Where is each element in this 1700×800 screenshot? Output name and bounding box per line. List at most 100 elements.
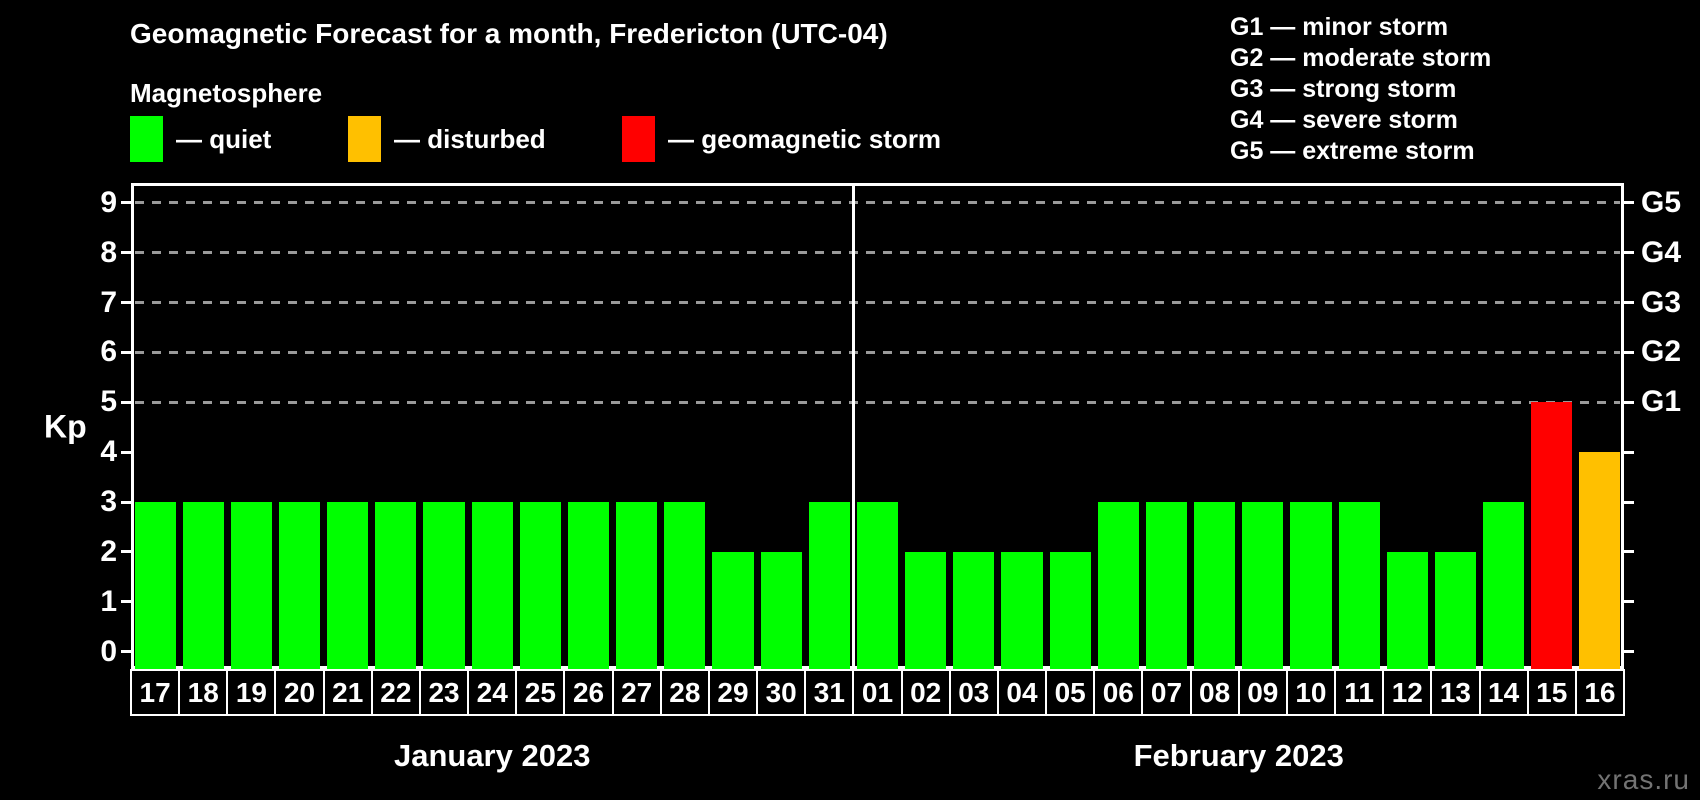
y-tick-left [121, 201, 131, 205]
bar-feb-06 [1097, 502, 1139, 669]
day-label-cell: 11 [1334, 669, 1385, 716]
y-axis-title: Kp [44, 408, 87, 445]
day-label-cell: 17 [130, 669, 181, 716]
y-tick-left [121, 450, 131, 454]
day-label-cell: 05 [1045, 669, 1096, 716]
bar-jan-22 [375, 502, 417, 669]
gridline-g2 [135, 350, 1620, 354]
day-label-cell: 06 [1093, 669, 1144, 716]
day-label-cell: 31 [804, 669, 855, 716]
day-label-cell: 10 [1285, 669, 1337, 716]
y-tick-label: 0 [100, 634, 117, 668]
storm-scale-legend: G1 — minor storm G2 — moderate storm G3 — … [1230, 12, 1491, 167]
right-axis-label-g2: G2 [1641, 335, 1682, 369]
y-tick-label: 6 [100, 335, 117, 369]
day-label-cell: 15 [1526, 669, 1577, 716]
y-tick-label: 5 [100, 385, 117, 419]
bar-jan-19 [230, 502, 272, 669]
day-label-cell: 04 [996, 669, 1048, 716]
storm-scale-line: G2 — moderate storm [1230, 44, 1492, 72]
legend-item-label: — quiet [176, 123, 272, 154]
month-label: January 2023 [393, 738, 591, 773]
bar-jan-25 [519, 502, 561, 669]
storm-color-swatch [622, 116, 655, 162]
bar-feb-03 [953, 551, 995, 669]
bar-jan-26 [567, 502, 610, 669]
bar-feb-09 [1242, 502, 1284, 669]
day-label-cell: 28 [659, 669, 710, 716]
bar-feb-10 [1290, 502, 1332, 669]
gridline-g1 [135, 400, 1620, 404]
bar-jan-24 [471, 502, 513, 669]
y-tick-left [121, 650, 131, 654]
bar-jan-29 [712, 551, 754, 669]
day-label-cell: 26 [563, 669, 614, 716]
y-tick-right [1624, 500, 1634, 504]
storm-scale-line: G1 — minor storm [1230, 13, 1449, 41]
legend-item-disturbed: — disturbed [348, 116, 546, 162]
y-tick-right [1624, 350, 1634, 354]
bar-jan-17 [134, 502, 176, 669]
y-tick-label: 1 [100, 584, 117, 618]
day-label-cell: 21 [322, 669, 373, 716]
y-tick-right [1624, 450, 1634, 454]
y-tick-right [1624, 400, 1634, 404]
gridline-g3 [135, 301, 1620, 305]
day-label-cell: 12 [1382, 669, 1433, 716]
bar-jan-30 [760, 551, 802, 669]
month-label: February 2023 [1133, 738, 1344, 773]
legend-item-label: — disturbed [394, 123, 546, 154]
day-label-cell: 09 [1237, 669, 1288, 716]
day-label-cell: 20 [274, 669, 325, 716]
y-tick-left [121, 600, 131, 604]
right-axis-label-g3: G3 [1641, 285, 1682, 319]
bar-feb-16 [1579, 452, 1621, 669]
bar-jan-28 [664, 502, 706, 669]
y-tick-left [121, 350, 131, 354]
day-label-cell: 01 [852, 669, 903, 716]
legend-title: Magnetosphere [130, 78, 323, 108]
day-label-cell: 08 [1189, 669, 1240, 716]
y-tick-left [121, 301, 131, 305]
day-label-cell: 22 [370, 669, 421, 716]
bar-jan-31 [808, 502, 850, 669]
bar-feb-15 [1531, 402, 1573, 669]
y-tick-right [1624, 201, 1634, 205]
day-label-cell: 07 [1141, 669, 1192, 716]
bar-feb-12 [1386, 551, 1428, 669]
y-tick-right [1624, 650, 1634, 654]
y-tick-left [121, 500, 131, 504]
bar-jan-23 [423, 502, 465, 669]
day-label-cell: 30 [756, 669, 807, 716]
legend-item-label: — geomagnetic storm [668, 123, 942, 154]
bar-jan-20 [278, 502, 321, 669]
day-label-cell: 18 [178, 669, 229, 716]
bar-feb-08 [1194, 502, 1236, 669]
bar-feb-11 [1338, 502, 1380, 669]
bar-jan-18 [182, 502, 224, 669]
storm-scale-line: G3 — strong storm [1230, 75, 1457, 103]
day-label-cell: 29 [707, 669, 759, 716]
y-tick-label: 2 [100, 534, 117, 568]
y-tick-label: 9 [100, 185, 117, 219]
day-label-cell: 27 [611, 669, 662, 716]
y-tick-left [121, 400, 131, 404]
day-label-cell: 24 [467, 669, 518, 716]
gridline-g5 [135, 201, 1620, 205]
storm-scale-line: G5 — extreme storm [1230, 137, 1475, 165]
y-tick-left [121, 251, 131, 255]
bar-feb-01 [856, 502, 899, 669]
day-label-cell: 19 [226, 669, 277, 716]
y-tick-label: 3 [100, 485, 117, 518]
bar-feb-13 [1434, 551, 1476, 669]
right-axis-label-g4: G4 [1641, 235, 1682, 269]
y-tick-label: 7 [100, 285, 117, 319]
day-label-cell: 25 [515, 669, 566, 716]
y-tick-right [1624, 251, 1634, 255]
watermark: xras.ru [1597, 764, 1690, 795]
day-label-cell: 14 [1478, 669, 1529, 716]
bar-feb-02 [905, 551, 947, 669]
right-axis-label-g1: G1 [1641, 385, 1682, 419]
quiet-color-swatch [130, 116, 163, 162]
gridline-g4 [135, 251, 1620, 255]
